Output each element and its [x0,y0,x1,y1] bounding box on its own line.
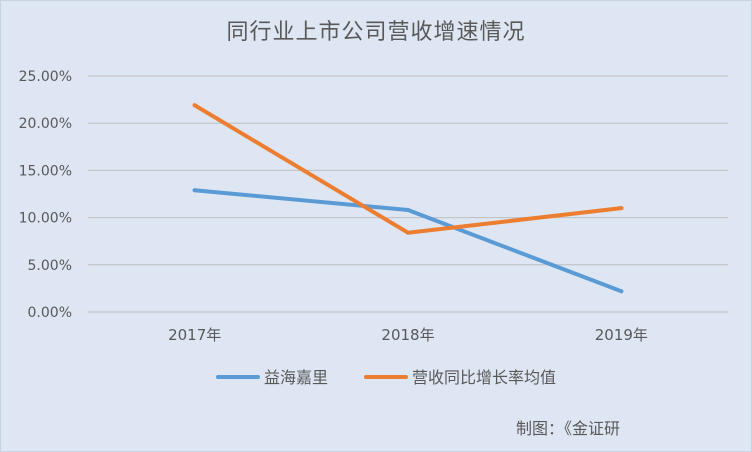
data-point [406,208,410,213]
x-tick-label: 2018年 [381,326,434,344]
series-line-2 [192,103,624,235]
legend-label: 营收同比增长率均值 [412,368,556,387]
chart-title: 同行业上市公司营收增速情况 [226,20,526,45]
data-point [192,188,197,193]
data-point [619,289,624,294]
y-tick-label: 20.00% [19,116,72,132]
y-tick-label: 10.00% [19,211,72,227]
credit-text: 制图：《金证研 [516,419,621,438]
series-line-1 [192,188,624,294]
legend-label: 益海嘉里 [264,368,328,387]
data-point [406,230,410,235]
y-tick-label: 15.00% [19,163,72,179]
data-point [192,103,197,108]
data-point [619,206,624,211]
y-tick-label: 25.00% [19,69,72,85]
y-tick-label: 0.00% [28,305,72,321]
x-tick-label: 2019年 [595,326,648,344]
x-tick-label: 2017年 [168,326,221,344]
y-tick-label: 5.00% [28,258,72,274]
